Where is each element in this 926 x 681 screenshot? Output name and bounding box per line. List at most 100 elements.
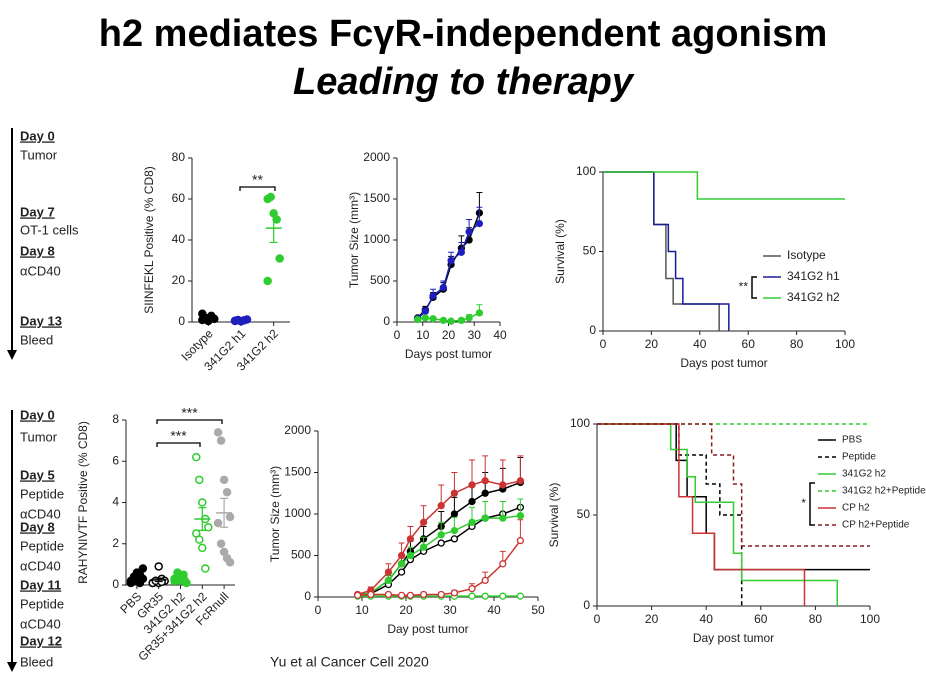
arrow-head xyxy=(7,350,17,360)
legend-label: 341G2 h2 xyxy=(842,469,886,480)
y-tick-label: 500 xyxy=(291,548,311,562)
data-point xyxy=(419,590,428,599)
survival-curve xyxy=(597,423,838,606)
significance-label: *** xyxy=(181,405,198,421)
data-point xyxy=(439,316,448,325)
legend-label: 341G2 h2 xyxy=(787,290,840,304)
y-tick-label: 8 xyxy=(112,412,119,426)
x-tick-label: 40 xyxy=(693,337,707,351)
data-point xyxy=(475,219,484,228)
data-point xyxy=(499,481,507,489)
y-tick-label: 50 xyxy=(577,507,591,521)
data-point xyxy=(216,539,226,548)
y-tick-label: 1500 xyxy=(363,191,390,205)
x-tick-label: 60 xyxy=(742,337,756,351)
timeline-event: αCD40 xyxy=(20,506,61,521)
timeline-event: Peptide xyxy=(20,596,64,611)
legend-label: 341G2 h1 xyxy=(787,269,840,283)
data-point xyxy=(204,523,213,532)
data-point xyxy=(516,477,525,485)
data-point xyxy=(465,228,473,236)
legend-label: PBS xyxy=(842,435,862,446)
data-point xyxy=(384,590,393,599)
data-point xyxy=(173,568,182,577)
legend-label: Peptide xyxy=(842,452,876,463)
legend-label: CP h2 xyxy=(842,503,870,514)
timeline-day: Day 5 xyxy=(20,467,55,482)
data-point xyxy=(367,590,375,599)
y-tick-label: 0 xyxy=(383,314,390,328)
x-axis-label: Day post tumor xyxy=(387,622,468,636)
y-axis-label: Survival (%) xyxy=(547,483,561,548)
timeline-day: Day 0 xyxy=(20,407,55,422)
survival-curve xyxy=(603,171,845,200)
x-tick-label: 40 xyxy=(700,612,714,626)
timeline-day: Day 0 xyxy=(20,128,55,143)
data-point xyxy=(384,568,393,576)
timeline-event: αCD40 xyxy=(20,263,61,278)
significance-bracket xyxy=(809,482,815,526)
y-tick-label: 0 xyxy=(583,598,590,612)
y-tick-label: 0 xyxy=(112,577,119,591)
data-point xyxy=(192,452,201,462)
error-bar xyxy=(132,575,141,580)
data-point xyxy=(457,248,466,256)
data-point xyxy=(439,283,448,292)
data-point xyxy=(516,536,525,545)
survival-curve xyxy=(597,423,743,606)
y-axis-label: Tumor Size (mm³) xyxy=(268,466,282,562)
data-point xyxy=(468,585,476,593)
timeline-event: Bleed xyxy=(20,654,53,669)
data-point xyxy=(406,551,415,560)
data-point xyxy=(213,518,223,528)
data-point xyxy=(450,589,459,597)
error-bar xyxy=(176,576,185,581)
y-tick-label: 0 xyxy=(589,323,596,337)
data-point xyxy=(499,560,507,568)
y-tick-label: 100 xyxy=(570,416,590,430)
significance-label: ** xyxy=(252,172,263,188)
timeline-event: Bleed xyxy=(20,332,53,347)
x-tick-label: 30 xyxy=(443,603,457,617)
data-point xyxy=(397,591,406,599)
x-tick-label: 100 xyxy=(860,612,880,626)
legend-label: Isotype xyxy=(787,248,826,262)
timeline-event: Peptide xyxy=(20,538,64,553)
data-point xyxy=(465,314,473,322)
error-bar xyxy=(198,507,207,531)
data-point xyxy=(475,309,484,317)
slide-subtitle: Leading to therapy xyxy=(293,61,635,103)
y-tick-label: 100 xyxy=(576,164,596,178)
timeline-day: Day 13 xyxy=(20,313,62,328)
timeline-event: Peptide xyxy=(20,486,64,501)
data-point xyxy=(481,489,489,497)
data-point xyxy=(419,518,428,526)
slide-title: h2 mediates FcγR-independent agonism xyxy=(99,13,827,55)
data-point xyxy=(421,307,429,315)
data-point xyxy=(437,539,445,547)
significance-label: *** xyxy=(170,428,187,444)
y-tick-label: 6 xyxy=(112,453,119,467)
x-tick-label: 0 xyxy=(594,612,601,626)
survival-curve xyxy=(603,171,720,331)
x-tick-label: 0 xyxy=(315,603,322,617)
x-axis-label: Day post tumor xyxy=(693,631,774,645)
data-point xyxy=(406,591,415,599)
data-point xyxy=(481,576,489,585)
data-point xyxy=(450,489,459,497)
x-tick-label: 80 xyxy=(809,612,823,626)
data-point xyxy=(195,475,204,485)
error-bar xyxy=(499,459,506,485)
data-point xyxy=(419,543,428,551)
y-axis-label: Survival (%) xyxy=(553,219,567,284)
data-point xyxy=(132,568,142,577)
data-point xyxy=(450,526,459,535)
y-tick-label: 50 xyxy=(583,244,597,258)
data-point xyxy=(397,560,406,568)
arrow-head xyxy=(7,662,17,672)
y-tick-label: 500 xyxy=(370,273,390,287)
legend-label: 341G2 h2+Peptide xyxy=(842,486,926,497)
timeline-day: Day 8 xyxy=(20,243,55,258)
x-tick-label: 10 xyxy=(416,328,430,342)
y-tick-label: 2 xyxy=(112,536,119,550)
